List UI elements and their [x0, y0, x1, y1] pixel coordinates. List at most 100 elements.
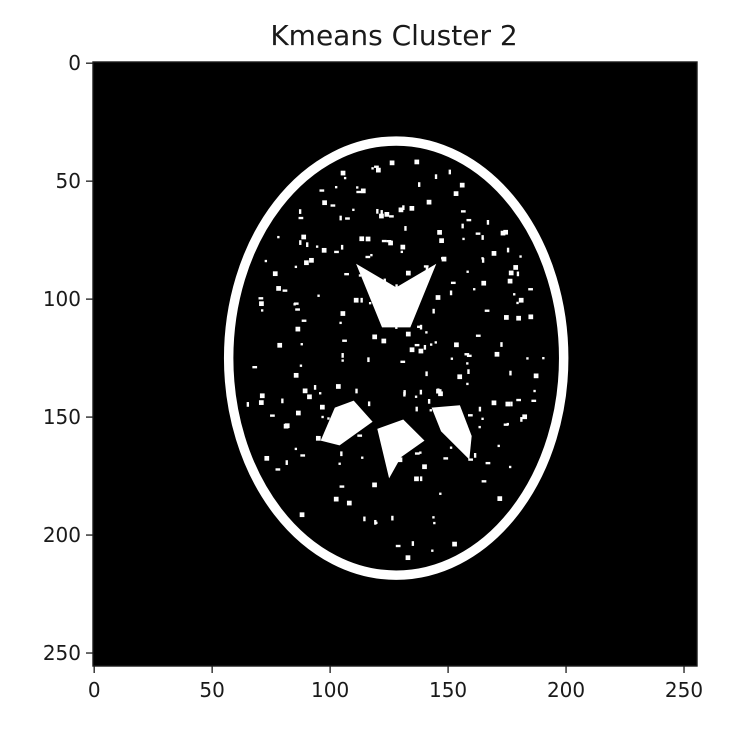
mask-speckle — [505, 401, 511, 407]
mask-speckle — [497, 444, 500, 448]
mask-speckle — [425, 331, 428, 334]
mask-speckle — [494, 351, 500, 357]
mask-speckle — [299, 512, 305, 518]
mask-speckle — [284, 423, 290, 429]
mask-speckle — [395, 324, 398, 329]
mask-speckle — [450, 357, 454, 360]
mask-speckle — [431, 549, 434, 552]
x-tick-label: 200 — [547, 678, 585, 702]
mask-speckle — [528, 288, 533, 291]
mask-speckle — [295, 326, 301, 332]
mask-speckle — [405, 331, 411, 337]
mask-speckle — [341, 353, 344, 358]
mask-speckle — [418, 348, 424, 354]
mask-speckle — [387, 452, 390, 457]
mask-speckle — [315, 245, 319, 248]
mask-speckle — [353, 297, 359, 303]
mask-speckle — [429, 343, 433, 346]
mask-speckle — [503, 423, 509, 426]
mask-speckle — [427, 399, 431, 404]
mask-speckle — [374, 165, 379, 168]
mask-speckle — [441, 256, 447, 262]
mask-speckle — [473, 288, 476, 291]
mask-speckle — [342, 410, 348, 414]
mask-speckle — [409, 347, 415, 353]
mask-speckle — [371, 167, 374, 170]
mask-speckle — [299, 240, 302, 245]
mask-speckle — [380, 210, 383, 215]
mask-speckle — [429, 409, 432, 412]
mask-speckle — [464, 353, 470, 356]
mask-speckle — [434, 174, 438, 180]
mask-speckle — [411, 541, 415, 546]
mask-speckle — [500, 342, 503, 347]
mask-speckle — [317, 294, 320, 297]
mask-speckle — [384, 212, 390, 217]
mask-speckle — [462, 424, 468, 430]
mask-speckle — [365, 255, 371, 259]
mask-speckle — [432, 516, 435, 519]
mask-speckle — [388, 240, 393, 246]
mask-speckle — [486, 220, 490, 225]
mask-speckle — [467, 369, 470, 374]
mask-speckle — [259, 301, 264, 307]
mask-speckle — [334, 250, 339, 254]
mask-speckle — [383, 312, 389, 315]
mask-speckle — [500, 230, 506, 236]
mask-speckle — [405, 555, 411, 561]
chart-title: Kmeans Cluster 2 — [270, 19, 517, 52]
mask-speckle — [442, 412, 446, 415]
mask-speckle — [468, 458, 473, 461]
mask-speckle — [321, 247, 327, 253]
mask-speckle — [423, 265, 429, 268]
mask-speckle — [389, 215, 394, 218]
mask-speckle — [466, 270, 469, 273]
mask-speckle — [272, 271, 278, 277]
mask-speckle — [448, 169, 451, 175]
mask-speckle — [370, 253, 373, 257]
mask-speckle — [374, 519, 377, 525]
mask-speckle — [450, 281, 456, 285]
mask-speckle — [533, 389, 536, 393]
mask-speckle — [439, 492, 442, 495]
mask-speckle — [338, 462, 341, 465]
mask-speckle — [333, 496, 339, 502]
mask-speckle — [449, 290, 453, 296]
mask-speckle — [391, 515, 394, 521]
mask-speckle — [302, 388, 308, 394]
y-tick-label: 100 — [43, 287, 81, 311]
mask-speckle — [356, 186, 359, 189]
mask-speckle — [434, 341, 437, 344]
mask-speckle — [339, 321, 342, 325]
mask-speckle — [443, 457, 449, 460]
mask-speckle — [419, 389, 423, 395]
mask-speckle — [319, 189, 325, 192]
mask-speckle — [475, 232, 481, 235]
x-tick-label: 150 — [429, 678, 467, 702]
mask-speckle — [340, 451, 343, 457]
mask-speckle — [518, 297, 524, 303]
mask-speckle — [270, 414, 275, 417]
mask-speckle — [339, 215, 342, 221]
mask-speckle — [402, 205, 405, 211]
mask-speckle — [344, 272, 349, 276]
mask-speckle — [438, 391, 443, 397]
mask-speckle — [436, 388, 439, 394]
mask-speckle — [419, 324, 423, 330]
mask-speckle — [357, 434, 363, 437]
mask-speckle — [336, 440, 339, 443]
mask-speckle — [462, 237, 465, 241]
mask-speckle — [293, 372, 299, 378]
cluster-mask-layer — [223, 136, 569, 580]
mask-speckle — [294, 447, 298, 451]
right-temporal-horn — [431, 405, 472, 460]
mask-speckle — [473, 453, 477, 458]
mask-speckle — [425, 265, 429, 271]
mask-speckle — [304, 260, 309, 266]
mask-speckle — [516, 398, 521, 402]
mask-speckle — [264, 259, 268, 263]
mask-speckle — [417, 325, 422, 329]
mask-speckle — [376, 167, 381, 173]
mask-speckle — [510, 401, 513, 407]
mask-speckle — [309, 257, 314, 263]
